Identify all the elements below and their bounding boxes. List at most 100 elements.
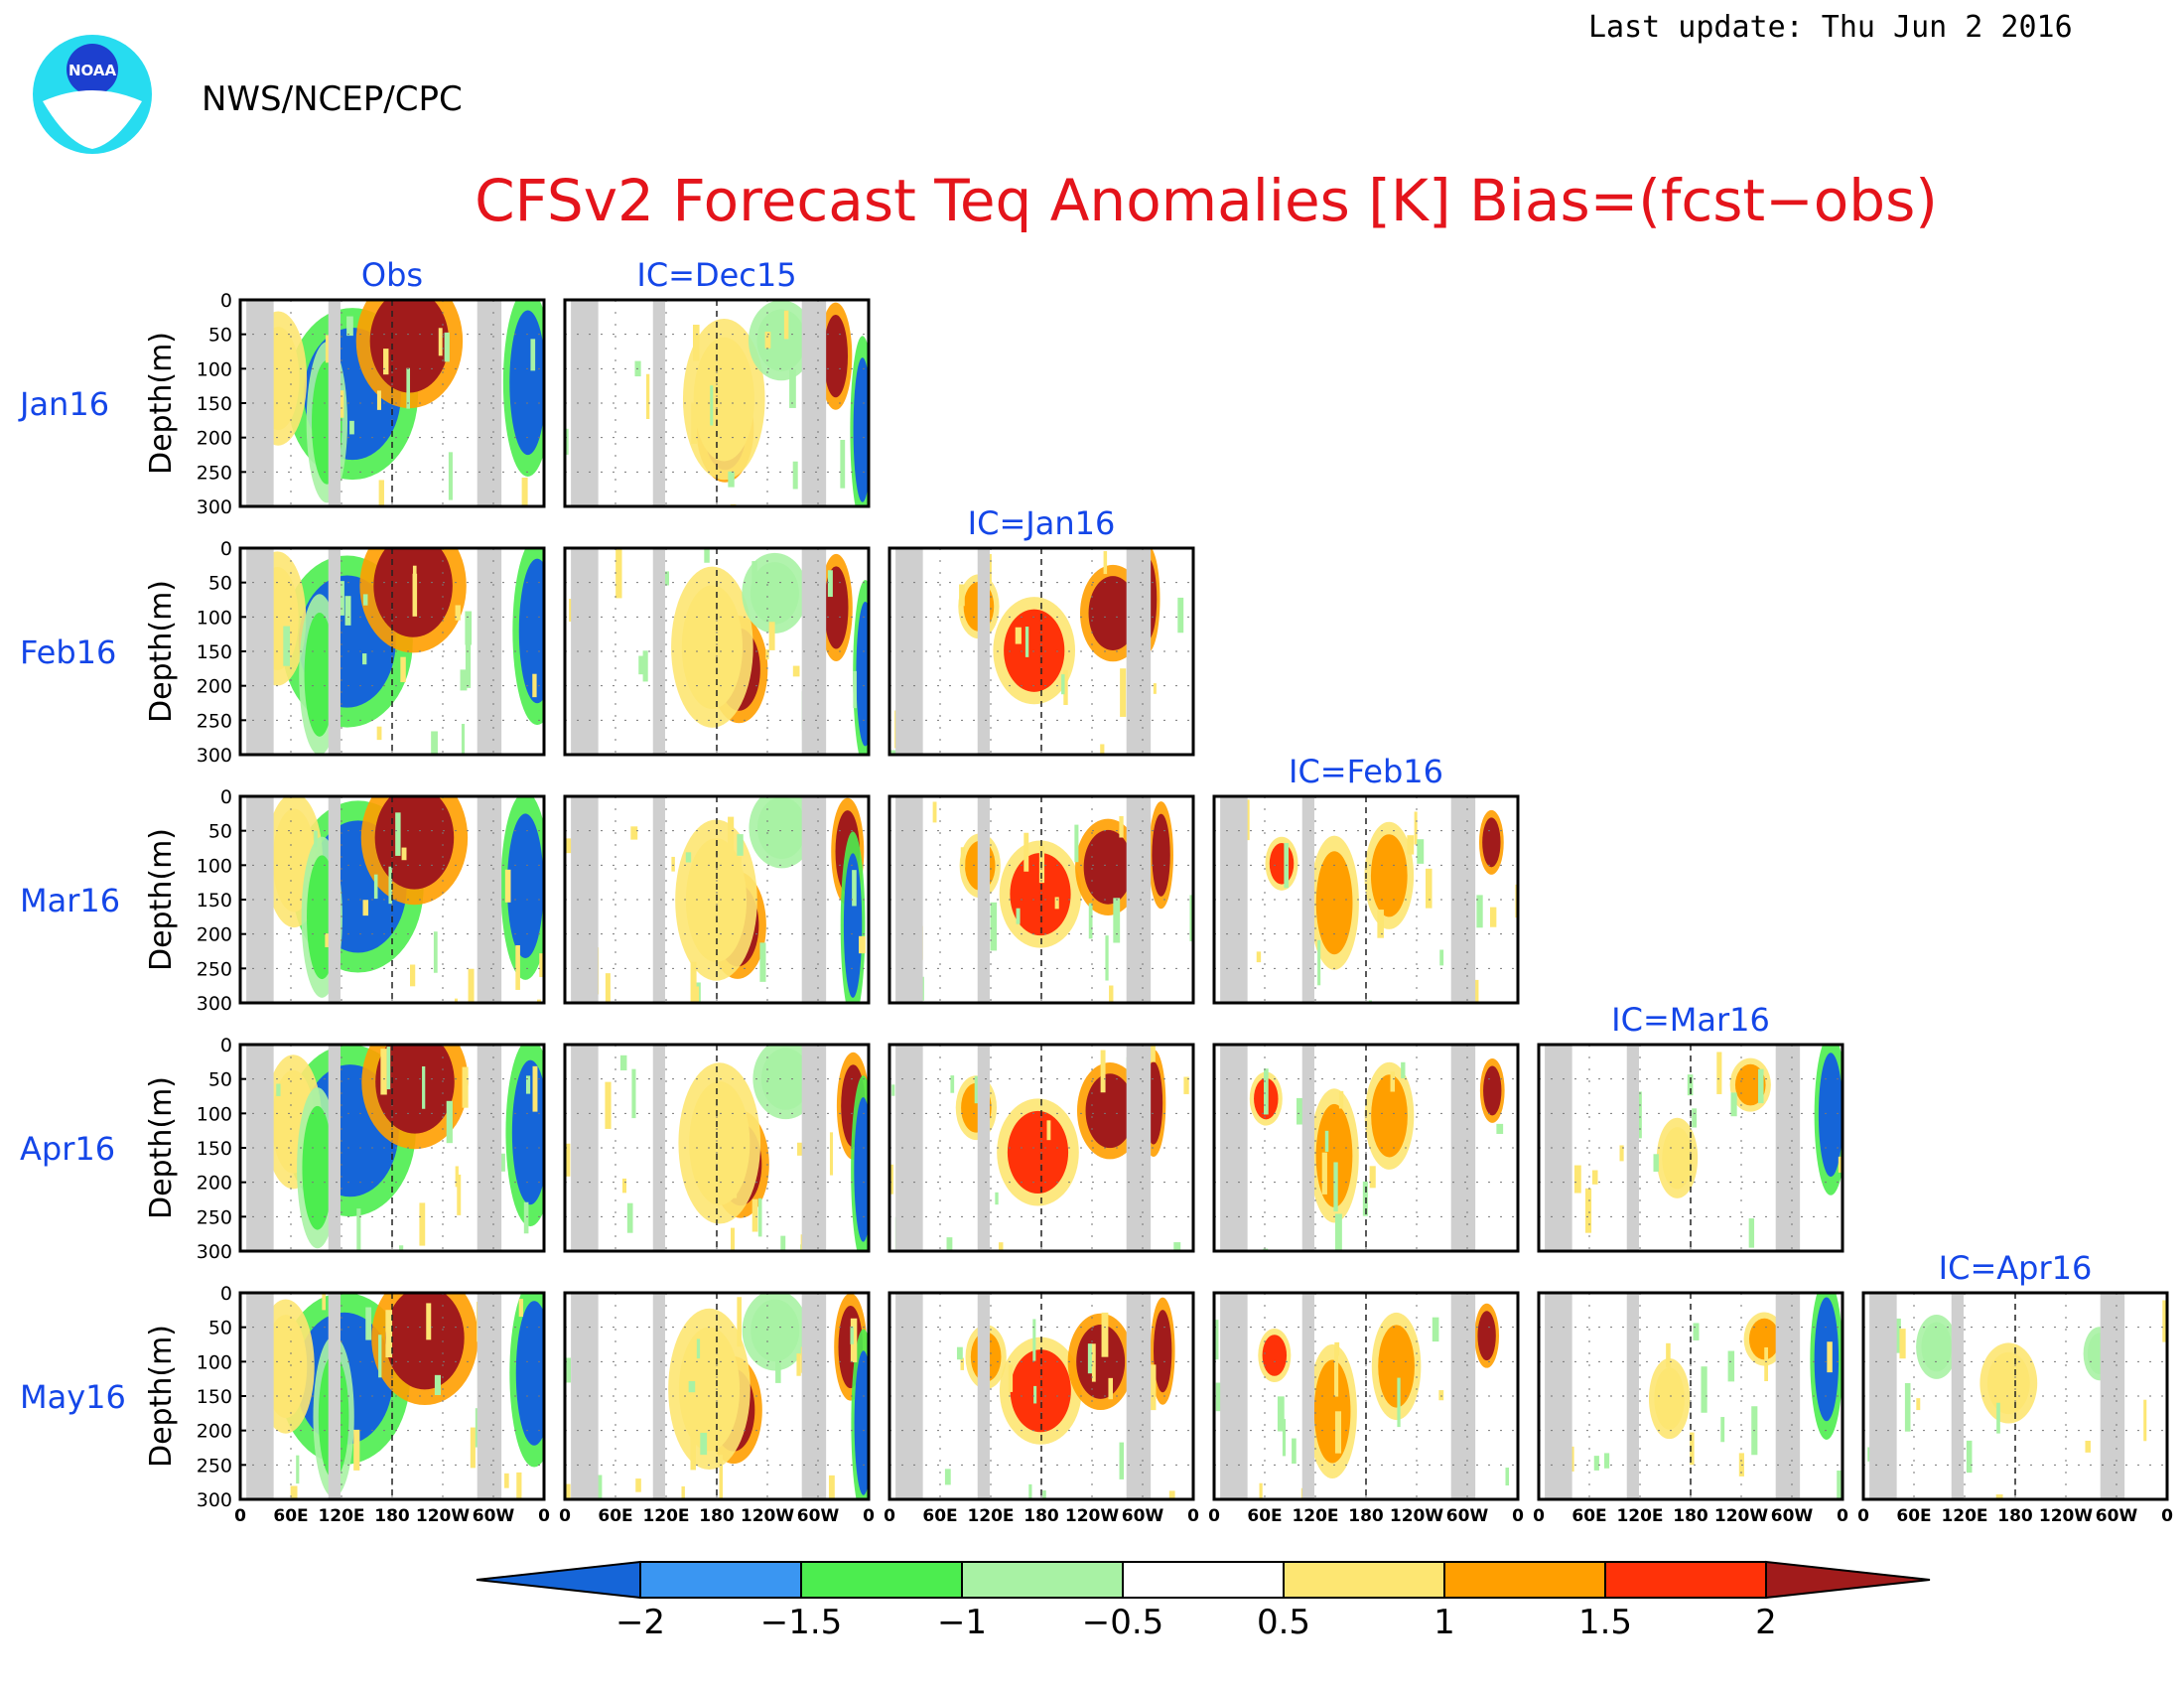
anomaly-speckle	[1113, 898, 1121, 943]
anomaly-speckle	[1369, 1166, 1376, 1189]
land-mask	[246, 1045, 274, 1251]
panel	[887, 1043, 1195, 1253]
y-tick-label: 250	[197, 1455, 232, 1477]
y-tick-label: 250	[197, 462, 232, 484]
panel	[887, 1291, 1195, 1501]
y-tick-label: 200	[197, 924, 232, 946]
y-axis-label: Depth(m)	[144, 1325, 179, 1468]
anomaly-speckle	[353, 1429, 360, 1471]
panel-inner	[565, 548, 869, 755]
x-tick-label: 120E	[318, 1506, 364, 1526]
colorbar-tick-label: −0.5	[1082, 1603, 1164, 1642]
x-tick-label: 0	[538, 1506, 550, 1526]
anomaly-speckle	[728, 471, 735, 488]
y-tick-label: 50	[208, 325, 232, 347]
row-label: Mar16	[20, 882, 120, 919]
anomaly-blob	[689, 1080, 751, 1205]
anomaly-speckle	[1259, 1482, 1263, 1499]
anomaly-speckle	[515, 944, 520, 990]
panel	[563, 298, 871, 508]
anomaly-speckle	[1837, 1471, 1842, 1499]
land-mask	[477, 1293, 502, 1499]
land-mask	[801, 1045, 827, 1251]
anomaly-blob	[1483, 1065, 1502, 1116]
anomaly-blob	[824, 566, 849, 649]
panel-frame	[1537, 1043, 1844, 1253]
y-tick-label: 150	[197, 393, 232, 415]
anomaly-speckle	[2085, 1440, 2091, 1453]
anomaly-speckle	[1024, 627, 1029, 657]
colorbar-segment	[1443, 1561, 1606, 1599]
anomaly-speckle	[1439, 949, 1444, 966]
anomaly-speckle	[290, 1485, 298, 1499]
x-tick-label: 60W	[1446, 1506, 1489, 1526]
anomaly-speckle	[1103, 551, 1108, 575]
land-mask	[977, 1045, 990, 1251]
anomaly-speckle	[399, 1245, 404, 1251]
y-tick-label: 100	[197, 607, 232, 629]
land-mask	[895, 796, 923, 1003]
land-mask	[652, 300, 665, 506]
anomaly-speckle	[1425, 868, 1433, 909]
colorbar-segment	[961, 1561, 1124, 1599]
anomaly-speckle	[1100, 1050, 1106, 1093]
anomaly-speckle	[465, 611, 473, 645]
anomaly-speckle	[376, 726, 382, 741]
land-mask	[895, 548, 923, 755]
anomaly-speckle	[1108, 1377, 1114, 1400]
land-mask	[652, 1045, 665, 1251]
anomaly-speckle	[1758, 1068, 1764, 1104]
panel	[238, 1043, 546, 1253]
anomaly-blob	[856, 601, 869, 747]
land-mask	[1301, 1293, 1314, 1499]
anomaly-speckle	[891, 1084, 895, 1096]
anomaly-speckle	[859, 935, 866, 954]
colorbar-tick-label: 1.5	[1578, 1603, 1632, 1642]
land-mask	[1545, 1293, 1572, 1499]
anomaly-speckle	[1100, 744, 1105, 755]
land-mask	[328, 1293, 341, 1499]
y-tick-label: 100	[197, 358, 232, 380]
x-tick-label: 60E	[598, 1506, 632, 1526]
chart-title: CFSv2 Forecast Teq Anomalies [K] Bias=(f…	[475, 167, 1938, 234]
anomaly-speckle	[401, 847, 407, 861]
x-tick-label: 60E	[273, 1506, 308, 1526]
x-tick-label: 120W	[416, 1506, 470, 1526]
anomaly-speckle	[730, 503, 737, 506]
land-mask	[246, 300, 274, 506]
anomaly-speckle	[1087, 1343, 1093, 1374]
y-tick-label: 50	[208, 1318, 232, 1339]
anomaly-speckle	[1177, 597, 1184, 633]
anomaly-speckle	[462, 1066, 469, 1108]
anomaly-speckle	[944, 1469, 951, 1485]
anomaly-speckle	[696, 1338, 701, 1359]
y-tick-label: 150	[197, 1138, 232, 1160]
anomaly-speckle	[1061, 674, 1065, 695]
anomaly-speckle	[504, 869, 511, 903]
anomaly-speckle	[406, 367, 411, 409]
anomaly-blob	[515, 1301, 544, 1446]
anomaly-speckle	[1687, 1074, 1694, 1096]
y-tick-label: 50	[208, 1069, 232, 1091]
noaa-logo: NOAA	[33, 35, 152, 154]
anomaly-speckle	[521, 477, 528, 506]
anomaly-speckle	[433, 931, 438, 973]
anomaly-speckle	[730, 1159, 738, 1198]
land-mask	[246, 796, 274, 1003]
panel-frame	[563, 546, 871, 757]
panel	[238, 546, 546, 757]
anomaly-speckle	[1489, 907, 1497, 927]
anomaly-speckle	[956, 1346, 963, 1360]
colorbar-arrow-right	[1765, 1560, 1931, 1600]
anomaly-speckle	[1168, 1490, 1175, 1499]
anomaly-speckle	[1101, 1312, 1109, 1357]
anomaly-speckle	[1153, 683, 1157, 694]
anomaly-speckle	[946, 1237, 953, 1251]
anomaly-blob	[1083, 829, 1133, 905]
org-label: NWS/NCEP/CPC	[202, 79, 463, 119]
anomaly-speckle	[386, 1046, 391, 1090]
x-tick-label: 0	[1857, 1506, 1869, 1526]
anomaly-speckle	[615, 548, 622, 599]
anomaly-blob	[823, 315, 849, 398]
anomaly-speckle	[565, 838, 572, 854]
